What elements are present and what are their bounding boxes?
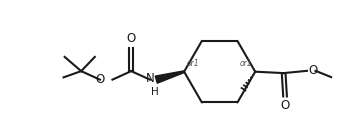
Text: O: O	[95, 73, 104, 86]
Text: O: O	[309, 64, 318, 77]
Text: or1: or1	[187, 59, 200, 68]
Text: H: H	[151, 87, 159, 97]
Text: O: O	[127, 32, 136, 45]
Polygon shape	[155, 71, 184, 83]
Text: or1: or1	[240, 59, 252, 68]
Text: N: N	[146, 72, 155, 85]
Text: O: O	[280, 99, 290, 112]
